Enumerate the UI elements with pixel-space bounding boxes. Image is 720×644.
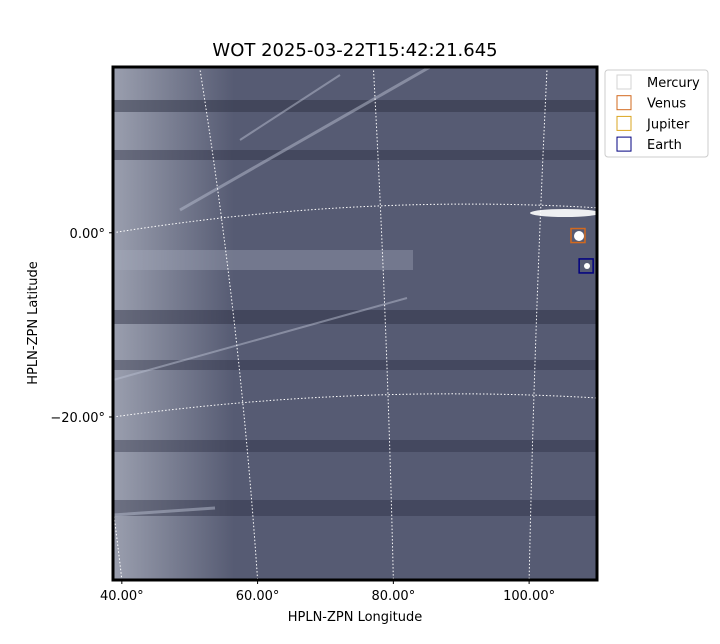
- x-tick-label: 40.00°: [100, 589, 144, 604]
- y-axis-label: HPLN-ZPN Latitude: [26, 261, 41, 384]
- legend-marker: [616, 74, 632, 90]
- legend-label: Jupiter: [646, 117, 690, 132]
- grid-line: [199, 67, 259, 580]
- grid-line: [372, 67, 394, 580]
- x-tick-label: 60.00°: [236, 589, 280, 604]
- x-tick-label: 80.00°: [371, 589, 415, 604]
- legend-marker: [616, 115, 632, 131]
- planet-marker: [578, 258, 594, 274]
- legend-marker: [616, 95, 632, 111]
- legend-label: Earth: [647, 138, 682, 153]
- grid-line: [113, 203, 597, 234]
- sky-image: [113, 67, 597, 580]
- x-axis-label: HPLN-ZPN Longitude: [288, 610, 423, 625]
- planet-marker: [570, 227, 586, 244]
- grid-line: [113, 393, 597, 418]
- legend: [604, 69, 709, 158]
- legend-label: Venus: [647, 97, 686, 112]
- y-tick-label: −20.00°: [50, 411, 105, 426]
- legend-label: Mercury: [647, 76, 700, 91]
- x-tick-label: 100.00°: [503, 589, 555, 604]
- grid-line: [528, 67, 548, 580]
- legend-marker: [616, 136, 632, 152]
- y-tick-label: 0.00°: [70, 227, 105, 242]
- image-frame: [111, 65, 599, 582]
- chart-title: WOT 2025-03-22T15:42:21.645: [212, 40, 497, 61]
